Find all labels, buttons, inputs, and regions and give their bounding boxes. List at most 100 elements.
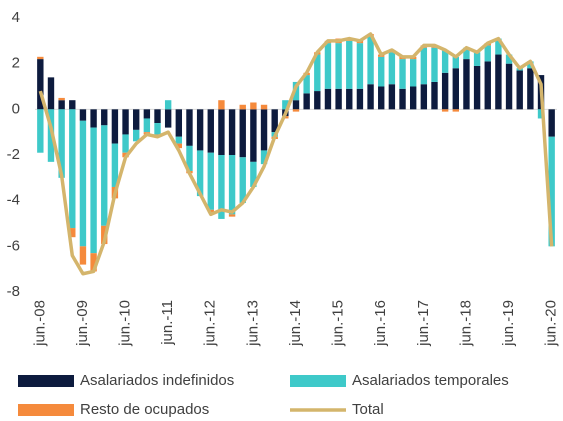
bar-segment [79, 246, 87, 265]
bar-segment [186, 109, 193, 146]
bar-segment [314, 91, 321, 110]
legend-label: Total [352, 401, 384, 418]
bar-segment [367, 36, 374, 85]
x-tick-label: jun.-08 [31, 300, 48, 347]
x-tick-label: jun.-12 [202, 300, 219, 347]
bar-segment [473, 65, 481, 110]
bar-segment [463, 59, 470, 110]
x-tick-label: jun.-17 [415, 300, 432, 347]
bar-segment [452, 56, 459, 69]
bar-segment [239, 109, 246, 158]
y-tick-label: -6 [7, 237, 20, 254]
bar-segment [111, 143, 119, 187]
y-tick-label: 2 [12, 55, 20, 72]
bar-segment [356, 43, 364, 89]
bar-segment [101, 125, 108, 226]
x-tick-label: jun.-20 [543, 300, 560, 347]
bar-segment [101, 109, 108, 126]
legend-swatch [18, 404, 74, 416]
bar-segment [335, 43, 342, 89]
bar-segment [164, 100, 172, 110]
bar-segment [399, 88, 406, 110]
bar-segment [441, 109, 449, 112]
bar-segment [335, 88, 342, 110]
y-tick-label: 4 [12, 9, 20, 26]
bar-segment [346, 40, 353, 89]
bar-segment [207, 109, 214, 153]
bar-segment [90, 253, 97, 272]
bar-segment [548, 109, 555, 137]
bar-segment [175, 109, 183, 137]
bar-segment [356, 88, 364, 110]
legend-label: Asalariados indefinidos [80, 372, 234, 389]
x-tick-label: jun.-10 [117, 300, 134, 347]
bar-segment [292, 109, 300, 112]
bar-segment [79, 120, 87, 247]
bar-segment [175, 136, 183, 144]
bar-segment [495, 54, 502, 110]
bar-segment [47, 77, 55, 110]
bar-segment [527, 68, 534, 110]
bar-segment [260, 104, 268, 110]
y-tick-label: -8 [7, 283, 20, 300]
bar-segment [79, 109, 87, 121]
bar-segment [164, 109, 172, 128]
bar-segment [69, 109, 76, 229]
bar-segment [303, 93, 310, 110]
bar-segment [484, 45, 491, 62]
bar-segment [239, 157, 246, 203]
bar-segment [303, 75, 310, 94]
bar-segment [250, 109, 257, 162]
bar-segment [548, 136, 555, 247]
bar-segment [409, 86, 417, 110]
y-tick-label: -4 [7, 192, 20, 209]
bar-segment [122, 134, 129, 153]
legend-swatch [18, 375, 74, 387]
bar-segment [260, 150, 268, 165]
bar-segment [452, 109, 459, 112]
bar-segment [143, 109, 151, 119]
bar-segment [431, 81, 438, 110]
x-tick-label: jun.-11 [159, 300, 176, 346]
bar-segment [228, 155, 236, 215]
bar-segment [324, 88, 332, 110]
legend-swatch [290, 375, 346, 387]
bar-segment [175, 143, 183, 149]
bar-segment [399, 59, 406, 89]
bar-segment [420, 84, 428, 110]
bar-segment [90, 109, 97, 128]
bar-segment [143, 118, 151, 133]
y-tick-label: 0 [12, 100, 20, 117]
bar-segment [260, 109, 268, 151]
bar-segment [58, 97, 65, 101]
bar-segment [431, 47, 438, 82]
bar-segment [420, 47, 428, 85]
bar-segment [505, 63, 513, 110]
x-tick-label: jun.-13 [244, 300, 261, 347]
x-tick-label: jun.-16 [372, 300, 389, 347]
bar-segment [484, 61, 491, 110]
x-tick-label: jun.-18 [457, 300, 474, 347]
bar-segment [196, 109, 204, 151]
bar-segment [196, 150, 204, 197]
bar-segment [239, 104, 246, 110]
bar-segment [282, 100, 289, 110]
bar-segment [133, 129, 140, 142]
legend-label: Resto de ocupados [80, 401, 209, 418]
x-tick-label: jun.-15 [330, 300, 347, 347]
bar-segment [58, 109, 65, 178]
bar-segment [186, 145, 193, 171]
bar-segment [505, 54, 513, 64]
bar-segment [250, 161, 257, 187]
x-tick-label: jun.-14 [287, 300, 304, 347]
bar-segment [133, 109, 140, 130]
bar-segment [367, 84, 374, 110]
bar-segment [378, 56, 385, 87]
bar-segment [452, 68, 459, 110]
bar-segment [324, 43, 332, 89]
bar-segment [463, 47, 470, 60]
bar-segment [154, 123, 161, 135]
bar-segment [314, 54, 321, 92]
bar-segment [378, 86, 385, 110]
